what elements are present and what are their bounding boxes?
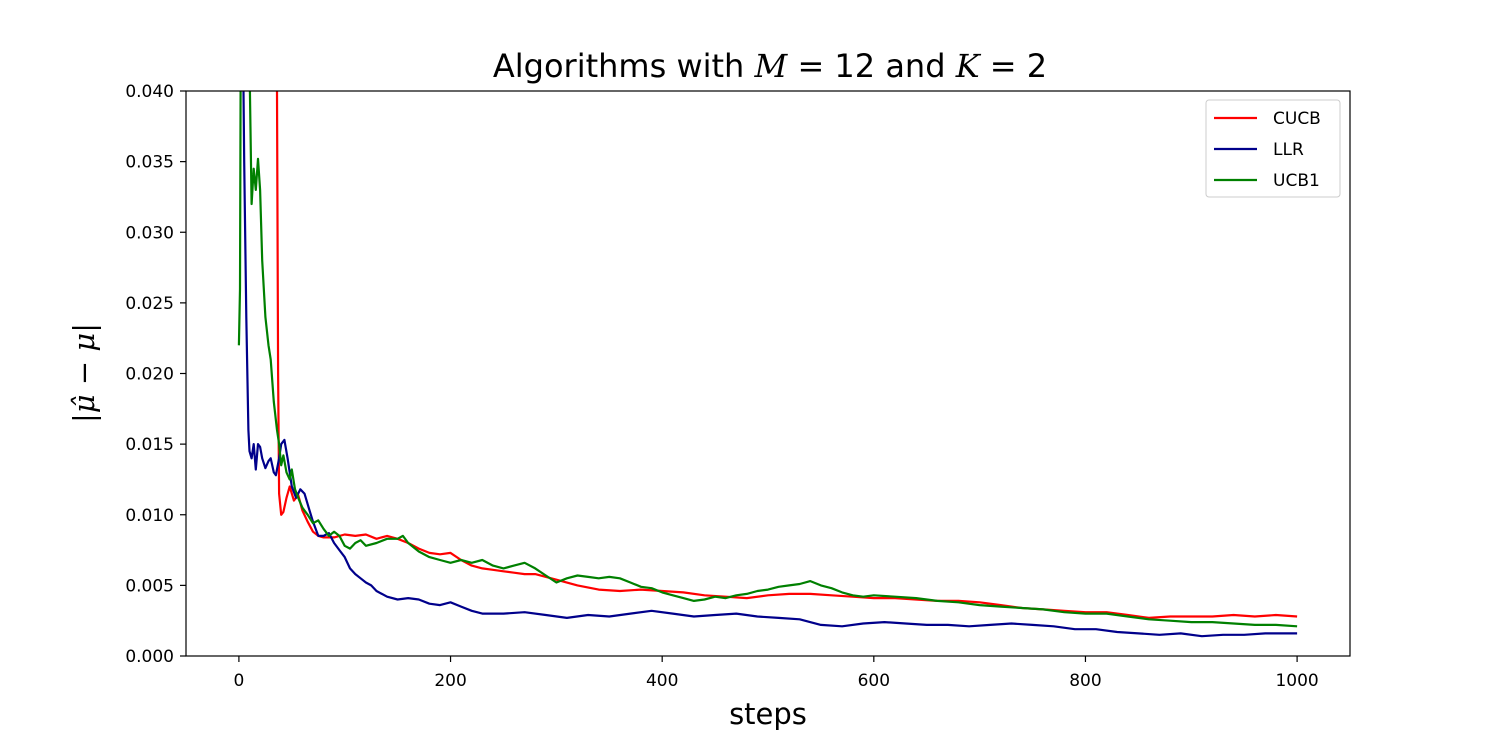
legend-label-ucb1: UCB1 bbox=[1273, 171, 1320, 191]
y-tick-label: 0.015 bbox=[125, 435, 174, 455]
x-tick-label: 0 bbox=[233, 671, 244, 691]
y-tick-label: 0.025 bbox=[125, 294, 174, 314]
series-line-ucb1 bbox=[237, 91, 1298, 628]
x-tick-label: 400 bbox=[646, 671, 678, 691]
y-axis-label: |μ̂ − μ| bbox=[67, 323, 101, 423]
x-axis-ticks: 0 200 400 600 800 1000 bbox=[233, 656, 1319, 691]
legend-box bbox=[1205, 99, 1341, 198]
x-tick-label: 1000 bbox=[1275, 671, 1318, 691]
legend-label-cucb: CUCB bbox=[1273, 109, 1321, 129]
legend-label-llr: LLR bbox=[1273, 140, 1304, 160]
x-tick-label: 600 bbox=[858, 671, 890, 691]
series-layer bbox=[237, 91, 1298, 638]
chart-title: Algorithms with M = 12 and K = 2 bbox=[493, 47, 1047, 85]
y-tick-label: 0.000 bbox=[125, 647, 174, 667]
y-tick-label: 0.005 bbox=[125, 576, 174, 596]
y-tick-label: 0.040 bbox=[125, 82, 174, 102]
x-axis-label: steps bbox=[729, 697, 807, 731]
legend: CUCB LLR UCB1 bbox=[1205, 99, 1341, 198]
x-tick-label: 200 bbox=[434, 671, 466, 691]
y-tick-label: 0.030 bbox=[125, 223, 174, 243]
y-axis-ticks: 0.000 0.005 0.010 0.015 0.020 0.025 0.030 0.035… bbox=[125, 82, 186, 667]
y-tick-label: 0.035 bbox=[125, 153, 174, 173]
series-line-llr bbox=[242, 91, 1298, 638]
y-tick-label: 0.010 bbox=[125, 506, 174, 526]
y-tick-label: 0.020 bbox=[125, 365, 174, 385]
x-tick-label: 800 bbox=[1069, 671, 1101, 691]
